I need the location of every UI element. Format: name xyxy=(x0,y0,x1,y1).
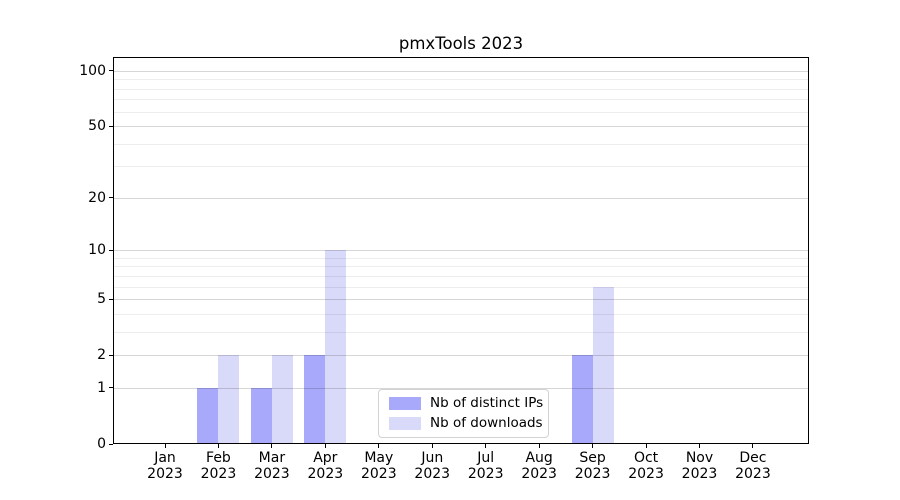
x-tick-mark xyxy=(592,444,594,448)
minor-gridline xyxy=(113,331,809,333)
bar-sep-ips xyxy=(571,355,593,444)
minor-gridline xyxy=(113,143,809,145)
minor-gridline xyxy=(113,257,809,259)
legend-swatch-downloads xyxy=(389,417,421,430)
x-tick-label: Apr 2023 xyxy=(307,450,344,482)
minor-gridline xyxy=(113,275,809,277)
x-tick-mark xyxy=(378,444,380,448)
legend-item-distinct-ips: Nb of distinct IPs xyxy=(389,396,543,411)
x-tick-label: May 2023 xyxy=(360,450,397,482)
x-tick-label: Feb 2023 xyxy=(200,450,237,482)
x-tick-label: Jun 2023 xyxy=(414,450,451,482)
x-tick-mark xyxy=(485,444,487,448)
major-gridline xyxy=(113,70,809,72)
x-tick-mark xyxy=(699,444,700,448)
y-tick-mark xyxy=(109,443,113,445)
minor-gridline xyxy=(113,266,809,268)
bar-mar-downloads xyxy=(271,355,293,444)
minor-gridline xyxy=(113,313,809,315)
grid-layer xyxy=(113,57,809,444)
x-tick-label: Nov 2023 xyxy=(681,450,718,482)
y-tick-mark xyxy=(109,70,113,72)
x-tick-mark xyxy=(271,444,273,448)
x-tick-label: Jan 2023 xyxy=(147,450,183,482)
y-tick-mark xyxy=(109,197,113,199)
y-tick-label: 10 xyxy=(88,242,106,259)
legend-label-downloads: Nb of downloads xyxy=(430,415,543,431)
x-tick-label: Oct 2023 xyxy=(628,450,664,482)
major-gridline xyxy=(113,387,809,389)
x-tick-mark xyxy=(752,444,754,448)
bars-layer xyxy=(113,57,809,444)
x-tick-mark xyxy=(538,444,540,448)
x-tick-label: Aug 2023 xyxy=(521,450,557,482)
bar-apr-ips xyxy=(304,355,326,444)
chart-title: pmxTools 2023 xyxy=(398,34,524,53)
bar-apr-downloads xyxy=(325,250,347,444)
x-tick-mark xyxy=(217,444,219,448)
bar-feb-downloads xyxy=(218,355,240,444)
minor-gridline xyxy=(113,286,809,288)
legend-swatch-distinct-ips xyxy=(389,397,421,410)
y-tick-label: 0 xyxy=(97,436,106,452)
minor-gridline xyxy=(113,99,809,101)
x-tick-mark xyxy=(164,444,166,448)
y-tick-mark xyxy=(109,298,113,300)
y-tick-mark xyxy=(109,125,113,127)
y-tick-label: 5 xyxy=(97,291,106,308)
y-tick-label: 50 xyxy=(88,118,106,135)
major-gridline xyxy=(113,355,809,357)
y-tick-label: 2 xyxy=(97,347,106,364)
major-gridline xyxy=(113,250,809,252)
x-tick-label: Mar 2023 xyxy=(254,450,290,482)
y-tick-mark xyxy=(109,387,113,389)
x-tick-mark xyxy=(324,444,326,448)
minor-gridline xyxy=(113,111,809,113)
major-gridline xyxy=(113,126,809,128)
x-tick-label: Dec 2023 xyxy=(735,450,771,482)
minor-gridline xyxy=(113,166,809,168)
y-tick-label: 20 xyxy=(88,189,106,206)
minor-gridline xyxy=(113,79,809,81)
legend-item-downloads: Nb of downloads xyxy=(389,416,543,431)
bar-sep-downloads xyxy=(592,286,614,444)
legend: Nb of distinct IPs Nb of downloads xyxy=(378,389,549,438)
major-gridline xyxy=(113,197,809,199)
y-tick-mark xyxy=(109,249,113,251)
legend-label-distinct-ips: Nb of distinct IPs xyxy=(430,395,544,411)
y-tick-label: 1 xyxy=(97,379,106,396)
y-tick-label: 100 xyxy=(79,62,106,79)
x-tick-mark xyxy=(645,444,647,448)
bar-mar-ips xyxy=(250,387,272,444)
minor-gridline xyxy=(113,88,809,90)
x-tick-mark xyxy=(431,444,433,448)
major-gridline xyxy=(113,299,809,301)
x-tick-label: Jul 2023 xyxy=(467,450,504,482)
bar-feb-ips xyxy=(197,387,219,444)
x-tick-label: Sep 2023 xyxy=(574,450,611,482)
y-tick-mark xyxy=(109,354,113,356)
